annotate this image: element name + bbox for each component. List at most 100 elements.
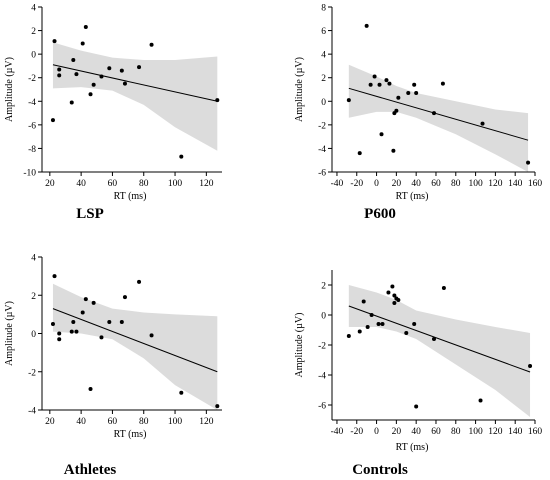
y-tick-label: 4 [321,51,326,61]
data-point [431,111,436,116]
confidence-band [52,283,218,410]
data-point [57,337,62,342]
data-point [74,329,79,334]
data-point [390,284,395,289]
data-point [149,42,154,47]
data-point [69,100,74,105]
data-point [57,331,62,336]
data-point [361,299,366,304]
data-point [50,321,55,326]
data-point [137,279,142,284]
data-point [91,82,96,87]
x-tick-label: 60 [431,179,441,189]
x-tick-label: 160 [528,427,543,437]
x-tick-label: 20 [392,427,402,437]
x-tick-label: 40 [411,427,421,437]
data-point [71,320,76,325]
y-tick-label: -8 [28,145,36,155]
panel-title: Controls [352,462,408,478]
data-point [372,74,377,79]
data-point [80,310,85,315]
x-tick-label: 80 [451,427,461,437]
data-point [149,333,154,338]
y-tick-label: 2 [31,292,36,302]
panel-lsp: 20 40 60 80 100 120 -10 -8 -6 -4 -2 0 2 4 RT (ms) Ampli… [4,4,222,222]
data-point [412,82,417,87]
data-point [431,337,436,341]
data-point [526,160,531,165]
x-tick-label: 140 [508,179,523,189]
data-point [386,290,391,295]
data-point [122,81,127,86]
y-tick-label: -2 [318,121,326,131]
data-point [137,65,142,70]
data-point [69,329,74,334]
y-tick-label: -10 [23,169,36,179]
data-point [83,25,88,30]
data-point [392,301,397,305]
data-point [365,325,370,329]
data-point [369,313,374,317]
y-axis-title: Amplitude (µV) [4,57,15,122]
data-point [392,293,397,298]
x-tick-label: 60 [108,179,118,189]
x-tick-label: 0 [374,427,379,437]
y-tick-label: -4 [318,145,326,155]
y-tick-label: 4 [31,254,36,264]
data-point [368,82,373,87]
data-point [122,295,127,300]
y-tick-label: 4 [31,4,36,14]
data-point [384,78,389,83]
x-axis-title: RT (ms) [114,191,147,202]
x-tick-label: 80 [139,179,149,189]
data-point [88,386,93,391]
x-axis-title: RT (ms) [114,429,147,440]
y-tick-label: -6 [318,402,326,412]
x-tick-label: 100 [168,417,183,427]
x-tick-label: -40 [331,427,344,437]
data-point [376,322,381,326]
x-tick-label: 120 [488,427,503,437]
data-point [83,297,88,302]
data-point [412,322,417,326]
x-tick-label: 60 [431,427,441,437]
y-tick-label: 2 [321,282,326,292]
data-point [406,91,411,96]
regression-line [52,308,218,373]
y-tick-label: 0 [321,98,326,108]
data-point [396,95,401,100]
x-tick-label: 80 [451,179,461,189]
data-point [377,82,382,87]
data-point [119,68,124,73]
data-point [357,329,362,334]
y-tick-label: -2 [318,342,326,352]
data-point [179,154,184,159]
data-point [414,404,419,409]
x-tick-label: 20 [392,179,402,189]
y-axis-title: Amplitude (µV) [4,301,15,366]
y-tick-label: -4 [28,98,36,108]
y-tick-label: 0 [31,330,36,340]
x-tick-label: 40 [76,417,86,427]
data-point [107,66,112,71]
y-axis-title: Amplitude (µV) [294,57,305,122]
x-tick-label: 120 [199,417,214,427]
y-tick-label: -6 [28,121,36,131]
data-point [364,23,369,28]
y-tick-label: -2 [28,368,36,378]
regression-line [348,87,529,141]
confidence-band [348,64,529,172]
y-tick-label: -4 [318,372,326,382]
regression-line [348,305,531,373]
y-tick-label: 2 [321,74,326,84]
data-point [215,404,220,409]
data-point [88,92,93,97]
data-point [71,58,76,63]
x-tick-label: 120 [488,179,503,189]
x-tick-label: -20 [350,179,363,189]
confidence-band [348,285,531,417]
y-tick-label: 8 [321,4,326,14]
x-tick-label: 160 [528,179,543,189]
